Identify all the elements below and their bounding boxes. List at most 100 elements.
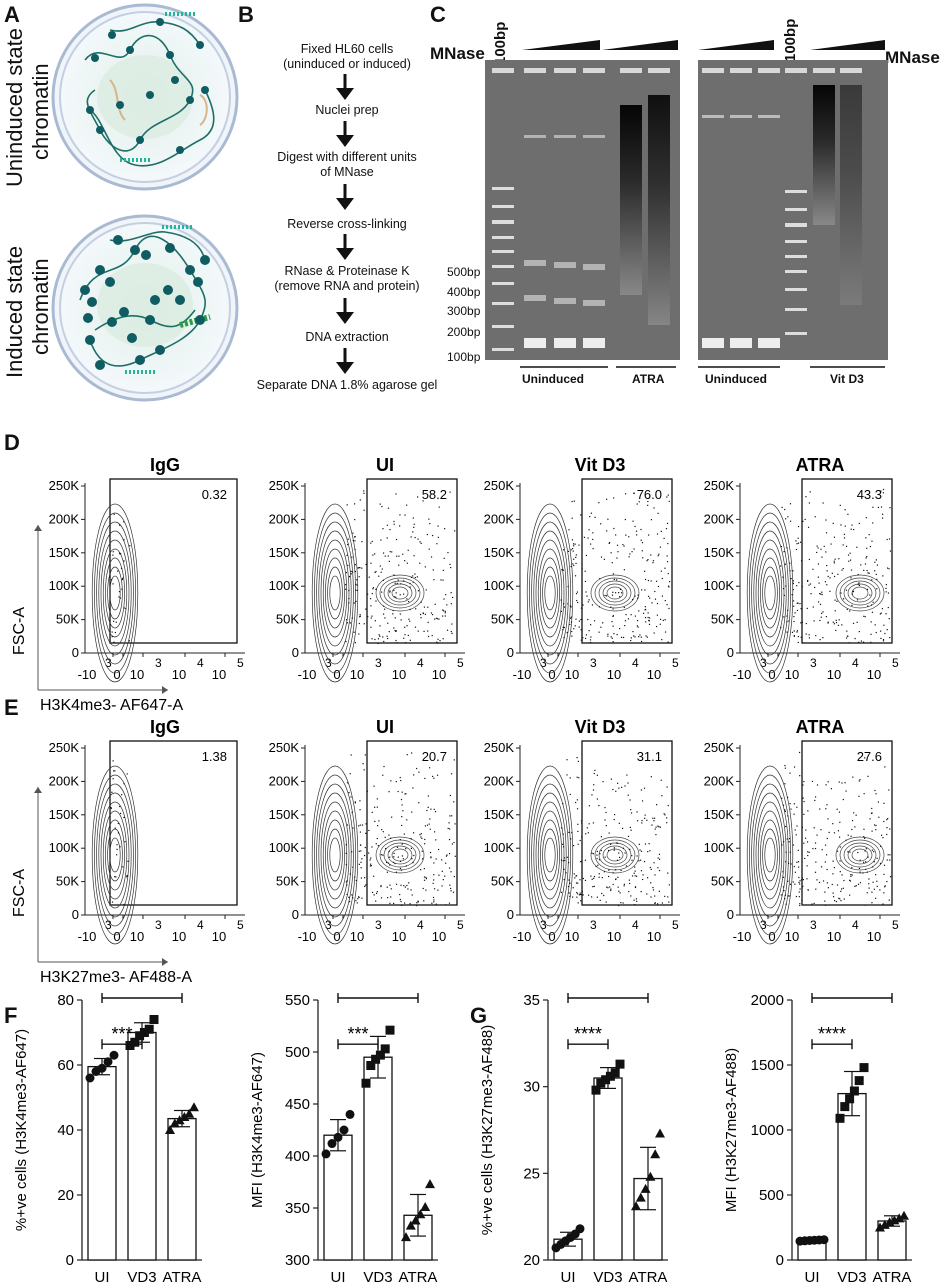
flow-event: [563, 603, 565, 605]
flow-event: [657, 585, 660, 588]
flow-event: [361, 897, 363, 899]
flow-event: [375, 588, 377, 591]
flow-event: [869, 545, 872, 548]
flow-event: [617, 782, 619, 784]
flow-event: [390, 837, 392, 839]
flow-event: [838, 619, 840, 621]
flow-event: [668, 586, 670, 588]
flow-event: [839, 821, 841, 823]
flow-event: [788, 895, 790, 897]
flow-event: [860, 564, 862, 566]
flow-event: [434, 618, 436, 620]
flow-event: [852, 590, 855, 592]
flow-contour: [327, 828, 343, 882]
flow-event: [789, 851, 791, 853]
flow-event: [807, 526, 810, 528]
flow-event: [401, 791, 403, 793]
flow-event: [360, 861, 362, 863]
flow-event: [116, 844, 118, 846]
flow-event: [371, 638, 373, 640]
flow-event: [792, 582, 794, 584]
flow-event: [884, 766, 886, 768]
flow-y-tick-label: 0: [292, 645, 299, 660]
flow-event: [356, 584, 358, 586]
flow-event: [404, 560, 406, 562]
flow-event: [845, 545, 848, 547]
flow-contour: [851, 586, 869, 600]
flow-event: [872, 522, 874, 524]
flow-event: [668, 901, 670, 903]
flow-y-axis-label: FSC-A: [11, 869, 28, 917]
flow-event: [414, 573, 416, 575]
flow-event: [667, 641, 669, 643]
flow-event: [820, 829, 822, 831]
flow-event: [601, 877, 603, 879]
flow-event: [119, 524, 121, 526]
data-point: [631, 1201, 641, 1211]
flow-event: [786, 631, 788, 633]
flow-event: [360, 867, 362, 869]
flow-event: [561, 569, 563, 571]
flow-event: [660, 530, 662, 533]
flow-event: [797, 861, 800, 863]
flow-event: [803, 780, 805, 783]
flow-event: [354, 540, 356, 542]
flow-event: [882, 575, 884, 577]
flow-event: [608, 875, 610, 878]
flow-event: [835, 629, 837, 631]
flow-event: [640, 870, 643, 872]
flow-y-tick-label: 200K: [269, 511, 300, 526]
flow-event: [872, 601, 874, 603]
flow-event: [393, 902, 395, 904]
flow-event: [874, 874, 877, 876]
flow-event: [358, 850, 360, 852]
flow-event: [854, 885, 856, 888]
flow-event: [413, 774, 415, 776]
flow-event: [422, 858, 424, 860]
flow-event: [664, 895, 666, 897]
flow-event: [446, 604, 448, 606]
data-point: [385, 1025, 395, 1035]
flow-event: [813, 827, 815, 829]
data-point: [415, 1209, 426, 1219]
size-marker-400: 400bp: [447, 285, 481, 299]
flow-event: [889, 828, 891, 830]
flow-event: [841, 624, 843, 626]
flow-event: [850, 569, 853, 571]
flow-event: [370, 626, 372, 628]
flow-event: [887, 854, 889, 856]
flow-event: [653, 507, 655, 509]
flow-event: [867, 856, 869, 858]
flow-contour: [746, 765, 794, 945]
flow-event: [592, 547, 594, 550]
bar-y-tick-label: 25: [523, 1165, 540, 1182]
flow-event: [123, 783, 125, 785]
flow-event: [812, 568, 814, 570]
flow-event: [348, 575, 351, 578]
flow-contour: [387, 583, 413, 603]
flow-event: [385, 848, 387, 850]
flow-contour: [590, 574, 640, 612]
flow-event: [400, 884, 402, 886]
flow-contour: [762, 828, 778, 882]
uninduced-nucleus: [51, 3, 239, 191]
flow-event: [412, 517, 414, 519]
bar-y-tick-label: 1000: [751, 1122, 784, 1139]
flow-event: [438, 848, 440, 851]
flow-event: [356, 902, 358, 904]
flow-event: [661, 595, 663, 597]
flow-event: [838, 897, 840, 899]
flow-event: [789, 562, 791, 564]
flow-event: [612, 883, 614, 886]
arrow-head-icon: [162, 958, 168, 966]
flow-x-tick-exponent: 3: [105, 656, 112, 670]
flow-event: [368, 576, 370, 578]
flow-event: [413, 854, 415, 857]
flow-y-tick-label: 0: [727, 907, 734, 922]
flow-event: [445, 904, 447, 906]
flow-event: [450, 871, 452, 873]
flow-x-tick-label: 0: [113, 667, 120, 682]
flow-event: [358, 616, 361, 618]
flow-event: [642, 557, 644, 559]
flow-event: [437, 525, 439, 527]
